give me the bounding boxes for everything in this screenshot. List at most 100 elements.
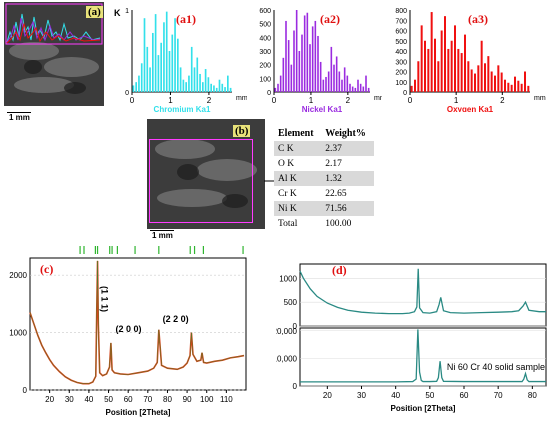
xrd-line-bottom: [300, 329, 546, 383]
eds-bar: [349, 83, 351, 92]
eds-bar: [224, 87, 226, 92]
eds-bar: [470, 69, 473, 92]
y-tick-label: 0: [125, 90, 129, 97]
x-tick-label: 80: [528, 391, 537, 400]
plot-frame-bottom: [299, 327, 547, 387]
eds-bar: [215, 87, 218, 92]
eds-bar: [500, 72, 503, 92]
table-cell: O K: [278, 158, 295, 169]
eds-bar: [303, 15, 306, 92]
x-tick-label: 0: [130, 96, 135, 105]
eds-bar: [135, 82, 137, 92]
eds-bar: [298, 51, 301, 92]
panel-label-a1: (a1): [176, 12, 196, 26]
sem-image-a: [4, 2, 104, 106]
plot-frame: [29, 257, 247, 391]
y-tick-label: 600: [259, 8, 271, 15]
eds-bar: [322, 79, 325, 92]
scale-bar-a: [7, 112, 31, 113]
table-cell: 22.65: [325, 188, 347, 199]
eds-bar: [132, 85, 135, 92]
y-tick-label: 10,000: [276, 354, 298, 363]
y-tick-label: 100: [395, 80, 407, 87]
scale-label-b: 1 mm: [152, 231, 173, 240]
eds-bar: [325, 76, 327, 92]
eds-bar: [487, 56, 490, 92]
eds-bar: [362, 86, 365, 92]
x-tick-label: 1: [454, 96, 459, 105]
x-tick-label: 50: [104, 395, 113, 404]
eds-bar: [171, 34, 174, 92]
panel-label-a: (a): [86, 6, 103, 18]
x-tick-label: 40: [84, 395, 93, 404]
eds-bar: [507, 82, 510, 92]
eds-bar: [410, 85, 413, 92]
eds-bar: [434, 38, 436, 92]
eds-bar: [440, 30, 443, 92]
eds-bar: [327, 71, 330, 92]
y-tick-label: 300: [259, 49, 271, 56]
table-cell: Al K: [274, 171, 322, 186]
xrd-line-top: [299, 268, 546, 315]
eds-bar: [420, 25, 423, 92]
y-tick-label: 700: [395, 18, 407, 25]
panel-label-a3: (a3): [468, 12, 488, 26]
eds-bar: [457, 48, 460, 92]
x-tick-label: 100: [200, 395, 214, 404]
eds-bar: [282, 57, 285, 92]
eds-bar: [490, 71, 493, 92]
eds-bar: [140, 63, 143, 92]
y-tick-label: 0: [293, 322, 298, 331]
eds-bar: [199, 73, 201, 92]
y-tick-label: 800: [395, 8, 407, 15]
x-tick-label: 90: [183, 395, 192, 404]
x-axis-title: Nickel Ka1: [302, 105, 343, 112]
panel-label-b: (b): [233, 125, 251, 137]
eds-bar: [165, 11, 168, 93]
eds-bar: [417, 61, 420, 92]
eds-bar: [274, 87, 277, 92]
x-tick-label: 1: [309, 96, 314, 105]
x-tick-label: 110: [220, 395, 233, 404]
x-tick-label: 2: [500, 96, 505, 105]
eds-bar: [527, 85, 530, 92]
eds-bar: [314, 20, 317, 92]
annotation: Ni 60 Cr 40 solid sample: [447, 362, 545, 372]
eds-bar: [317, 35, 319, 92]
eds-bar: [182, 79, 185, 92]
eds-bar: [520, 83, 523, 92]
x-tick-label: 30: [65, 395, 74, 404]
eds-bar: [168, 51, 171, 92]
y-tick-label: 200: [259, 63, 271, 70]
eds-bar: [359, 83, 362, 92]
x-tick-label: 80: [163, 395, 172, 404]
x-tick-label: 0: [272, 96, 277, 105]
y-tick-label: 0: [403, 90, 407, 97]
x-tick-label: 60: [460, 391, 469, 400]
eds-bar: [447, 48, 450, 92]
y-tick-label: 20,000: [276, 327, 298, 336]
eds-bar: [524, 71, 526, 92]
y-tick-label: 200: [395, 70, 407, 77]
y-tick-label: 100: [259, 76, 271, 83]
table-cell: Total: [278, 218, 298, 229]
eds-bar: [333, 64, 335, 92]
eds-bar: [152, 32, 154, 92]
y-tick-label: 1000: [279, 274, 297, 283]
table-row: Cr K 22.65: [274, 186, 374, 201]
eds-chart-nickel: 0 100 200 300 400 500 600 0 1 2 mm Nickel Ka1: [259, 8, 382, 112]
eds-bar: [460, 53, 463, 92]
eds-bar: [202, 82, 204, 92]
eds-bar: [287, 40, 290, 92]
eds-chart-chromium: 0 1 0 1 2 mm Chromium Ka1 K: [114, 8, 247, 112]
eds-bar: [229, 87, 232, 92]
eds-bar: [295, 10, 298, 92]
table-cell: Cr K: [278, 188, 297, 199]
x-tick-label: 60: [124, 395, 133, 404]
x-unit-label: mm: [236, 95, 247, 102]
eds-bar: [497, 65, 500, 92]
x-tick-label: 50: [425, 391, 434, 400]
eds-bar: [444, 16, 446, 92]
table-row: Al K 1.32: [274, 171, 374, 186]
table-row: Total 100.00: [274, 216, 374, 231]
